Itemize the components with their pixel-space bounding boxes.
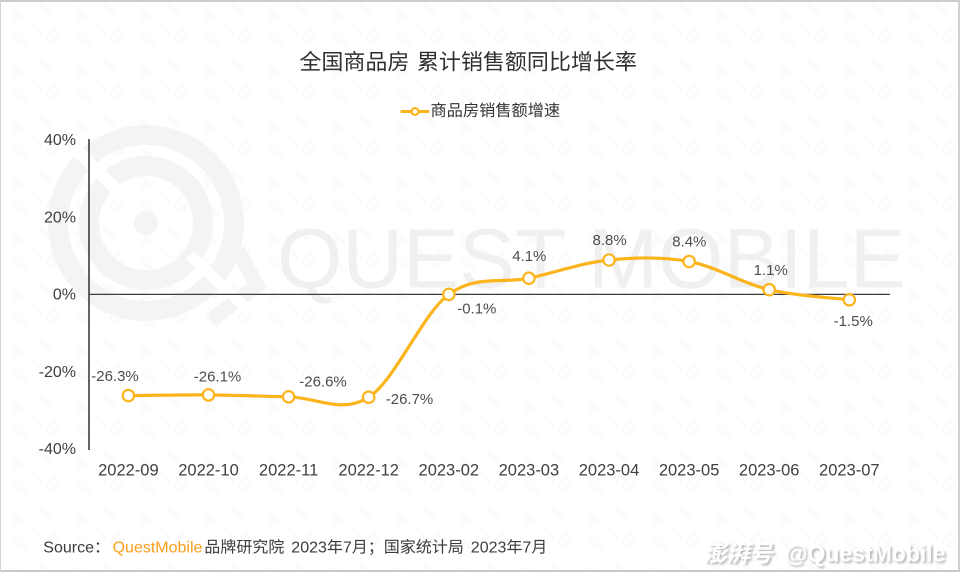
svg-text:0%: 0% <box>53 287 76 304</box>
svg-text:7: 7 <box>522 540 531 557</box>
svg-text:2022-10: 2022-10 <box>178 462 239 480</box>
svg-text:2023-05: 2023-05 <box>659 462 720 480</box>
svg-text:4.1%: 4.1% <box>512 248 546 265</box>
svg-text:8.4%: 8.4% <box>672 233 706 250</box>
svg-text:@QuestMobile: @QuestMobile <box>785 541 945 567</box>
svg-text:40%: 40% <box>44 132 76 149</box>
svg-text:-20%: -20% <box>39 364 76 381</box>
svg-text:QUEST MOBILE: QUEST MOBILE <box>277 212 906 306</box>
svg-text:8.8%: 8.8% <box>592 232 626 249</box>
svg-text:1.1%: 1.1% <box>754 262 788 279</box>
svg-text:Source: Source <box>43 540 94 557</box>
svg-text:2023-06: 2023-06 <box>739 462 800 480</box>
svg-text:2023: 2023 <box>291 540 327 557</box>
svg-text:2022-11: 2022-11 <box>259 462 318 480</box>
svg-text:2023-02: 2023-02 <box>419 462 480 480</box>
svg-text:2023-04: 2023-04 <box>579 462 640 480</box>
svg-text:-0.1%: -0.1% <box>457 300 496 317</box>
svg-text:-26.7%: -26.7% <box>386 391 434 408</box>
svg-text:-26.1%: -26.1% <box>194 369 242 386</box>
svg-text:2023: 2023 <box>471 540 507 557</box>
svg-text:QuestMobile: QuestMobile <box>113 540 203 557</box>
svg-text:2022-09: 2022-09 <box>98 462 159 480</box>
svg-text:2023-07: 2023-07 <box>819 462 880 480</box>
svg-text:2023-03: 2023-03 <box>499 462 560 480</box>
svg-text:2022-12: 2022-12 <box>338 462 399 480</box>
svg-text:-26.3%: -26.3% <box>91 368 139 385</box>
svg-text:7: 7 <box>343 540 352 557</box>
svg-text:-1.5%: -1.5% <box>834 313 873 330</box>
svg-text:-26.6%: -26.6% <box>299 374 347 391</box>
svg-text:20%: 20% <box>44 209 76 226</box>
svg-text:-40%: -40% <box>39 441 76 458</box>
